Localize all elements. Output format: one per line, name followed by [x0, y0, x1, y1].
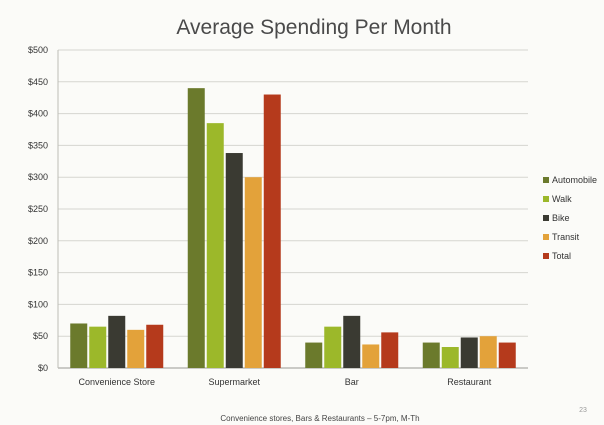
bar [479, 336, 497, 368]
legend-label: Automobile [552, 175, 597, 185]
legend: Automobile Walk Bike Transit Total [543, 175, 597, 261]
y-tick-label: $100 [28, 299, 48, 309]
category-label: Bar [345, 377, 359, 387]
y-tick-label: $300 [28, 172, 48, 182]
category-labels: Convenience Store Supermarket Bar Restauran… [78, 377, 491, 387]
bar [362, 344, 380, 368]
bar [263, 94, 281, 369]
bar [146, 324, 164, 368]
bar [187, 88, 205, 368]
y-tick-label: $0 [38, 363, 48, 373]
bar [244, 177, 262, 368]
y-tick-label: $50 [33, 331, 48, 341]
legend-label: Transit [552, 232, 580, 242]
slide-number: 23 [579, 407, 587, 414]
bar [225, 153, 243, 368]
y-tick-label: $150 [28, 268, 48, 278]
legend-label: Total [552, 251, 571, 261]
category-label: Supermarket [208, 377, 260, 387]
bar [324, 326, 342, 368]
bar [422, 342, 440, 368]
y-tick-label: $450 [28, 77, 48, 87]
category-label: Restaurant [447, 377, 492, 387]
legend-swatch [543, 177, 549, 183]
bar [381, 332, 399, 368]
legend-swatch [543, 253, 549, 259]
bars [70, 88, 516, 369]
category-label: Convenience Store [78, 377, 155, 387]
legend-label: Walk [552, 194, 572, 204]
bar [305, 342, 323, 368]
y-tick-label: $200 [28, 236, 48, 246]
bar [89, 326, 107, 368]
bar [127, 329, 145, 368]
footnote: Convenience stores, Bars & Restaurants –… [220, 414, 419, 423]
legend-label: Bike [552, 213, 570, 223]
bar [498, 342, 516, 368]
legend-swatch [543, 215, 549, 221]
bar [343, 315, 361, 368]
bar [70, 323, 88, 368]
y-tick-label: $500 [28, 45, 48, 55]
y-tick-label: $350 [28, 140, 48, 150]
legend-swatch [543, 234, 549, 240]
y-tick-label: $250 [28, 204, 48, 214]
bar [108, 315, 126, 368]
bar [206, 123, 224, 368]
bar [460, 337, 478, 368]
y-tick-label: $400 [28, 109, 48, 119]
bar [441, 347, 459, 368]
gridlines [58, 49, 528, 337]
legend-swatch [543, 196, 549, 202]
chart-title: Average Spending Per Month [176, 16, 451, 39]
